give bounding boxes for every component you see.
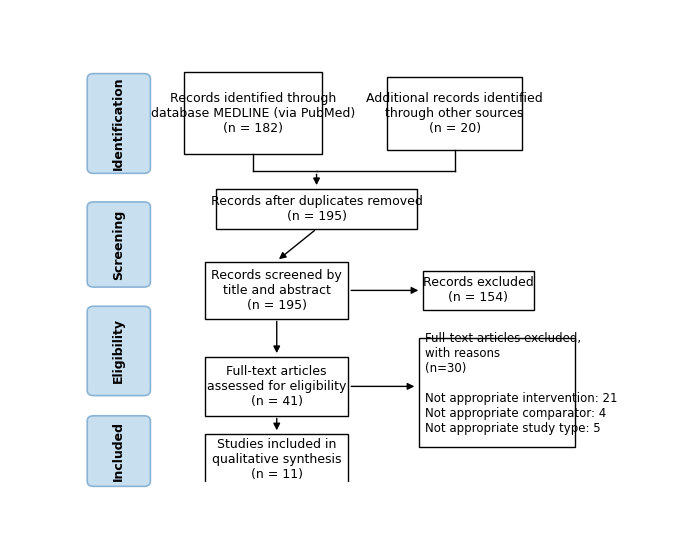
Text: Full-text articles
assessed for eligibility
(n = 41): Full-text articles assessed for eligibil… <box>207 365 347 408</box>
Text: Records identified through
database MEDLINE (via PubMed)
(n = 182): Records identified through database MEDL… <box>151 92 355 134</box>
Text: Records after duplicates removed
(n = 195): Records after duplicates removed (n = 19… <box>210 195 423 223</box>
FancyBboxPatch shape <box>184 72 322 154</box>
Text: Additional records identified
through other sources
(n = 20): Additional records identified through ot… <box>366 92 543 134</box>
FancyBboxPatch shape <box>87 416 151 486</box>
Text: Identification: Identification <box>112 76 125 170</box>
Text: Full-text articles excluded,
with reasons
(n=30)

Not appropriate intervention: : Full-text articles excluded, with reason… <box>425 332 618 435</box>
FancyBboxPatch shape <box>216 189 417 229</box>
FancyBboxPatch shape <box>205 434 349 485</box>
FancyBboxPatch shape <box>419 338 575 447</box>
Text: Eligibility: Eligibility <box>112 318 125 383</box>
FancyBboxPatch shape <box>87 306 151 396</box>
FancyBboxPatch shape <box>87 202 151 287</box>
FancyBboxPatch shape <box>205 357 349 416</box>
Text: Records screened by
title and abstract
(n = 195): Records screened by title and abstract (… <box>212 269 342 312</box>
FancyBboxPatch shape <box>387 76 522 150</box>
FancyBboxPatch shape <box>423 270 534 310</box>
Text: Records excluded
(n = 154): Records excluded (n = 154) <box>423 276 534 305</box>
Text: Screening: Screening <box>112 209 125 280</box>
FancyBboxPatch shape <box>205 262 349 319</box>
FancyBboxPatch shape <box>87 74 151 173</box>
Text: Studies included in
qualitative synthesis
(n = 11): Studies included in qualitative synthesi… <box>212 438 342 481</box>
Text: Included: Included <box>112 421 125 481</box>
